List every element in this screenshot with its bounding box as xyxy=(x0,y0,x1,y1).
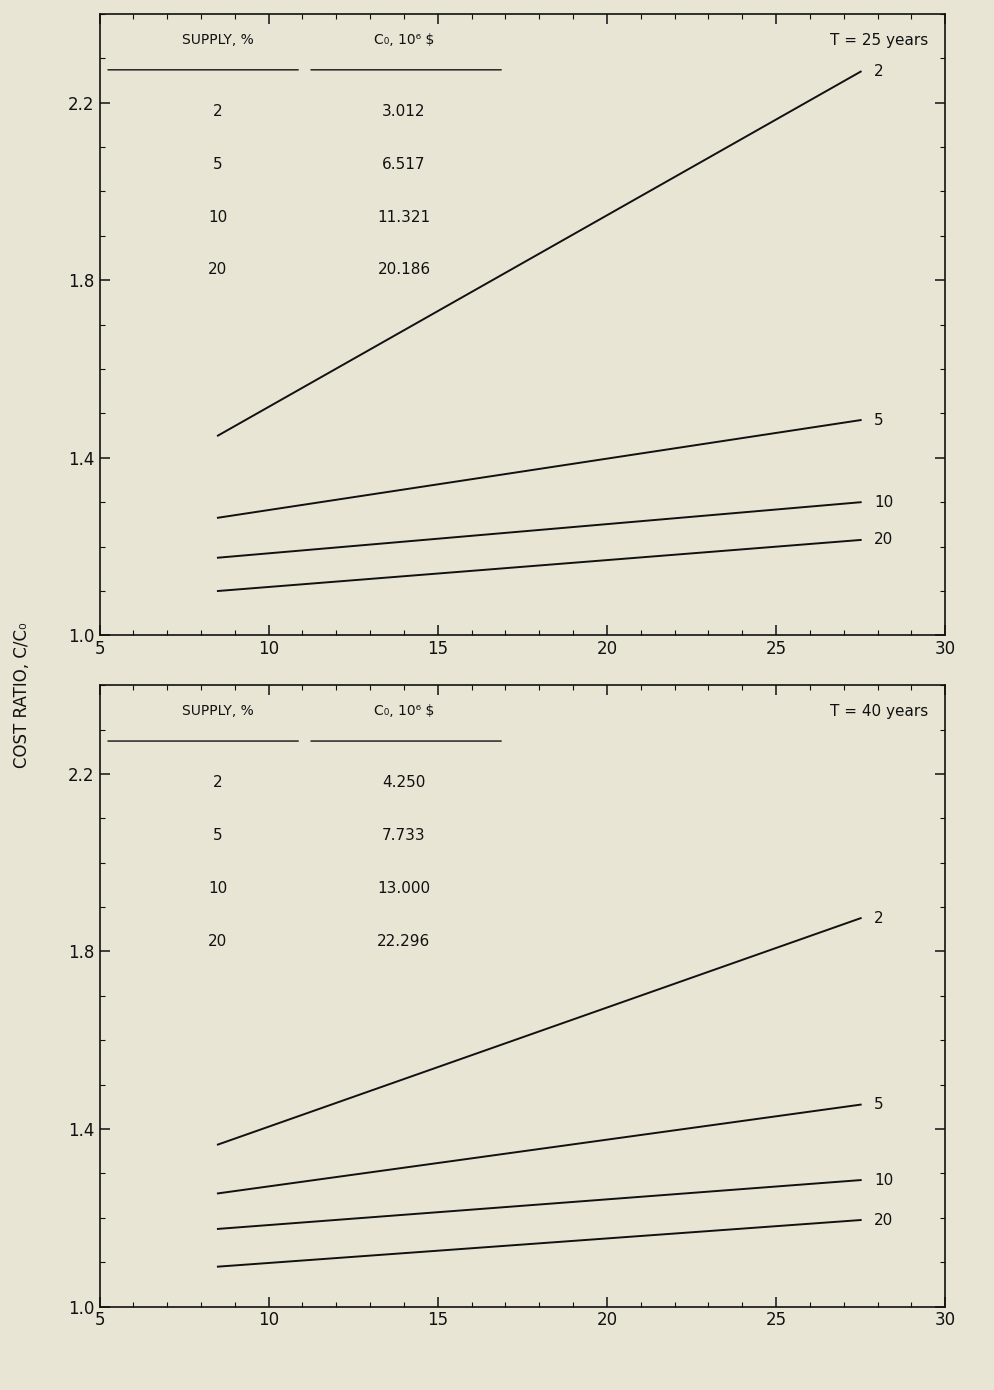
Text: 10: 10 xyxy=(874,1173,893,1187)
Text: 2: 2 xyxy=(874,910,883,926)
Text: 20: 20 xyxy=(208,263,228,278)
Text: 2: 2 xyxy=(213,104,223,120)
Text: 10: 10 xyxy=(874,495,893,510)
Text: 11.321: 11.321 xyxy=(377,210,430,225)
Text: 20: 20 xyxy=(208,934,228,949)
Text: 2: 2 xyxy=(213,776,223,791)
Text: SUPPLY, %: SUPPLY, % xyxy=(182,32,253,46)
Text: 20.186: 20.186 xyxy=(377,263,430,278)
Text: 5: 5 xyxy=(213,157,223,172)
Text: SUPPLY, %: SUPPLY, % xyxy=(182,703,253,717)
Text: C₀, 10⁶ $: C₀, 10⁶ $ xyxy=(374,703,433,717)
Text: T = 40 years: T = 40 years xyxy=(829,703,927,719)
Text: 4.250: 4.250 xyxy=(382,776,425,791)
Text: 20: 20 xyxy=(874,1212,893,1227)
Text: 6.517: 6.517 xyxy=(382,157,425,172)
Text: T = 25 years: T = 25 years xyxy=(829,32,927,47)
Text: C₀, 10⁶ $: C₀, 10⁶ $ xyxy=(374,32,433,46)
Text: 10: 10 xyxy=(208,210,228,225)
Text: COST RATIO, C/C₀: COST RATIO, C/C₀ xyxy=(13,623,31,767)
Text: 2: 2 xyxy=(874,64,883,79)
Text: 5: 5 xyxy=(213,828,223,844)
Text: 5: 5 xyxy=(874,413,883,428)
Text: 20: 20 xyxy=(874,532,893,548)
Text: 10: 10 xyxy=(208,881,228,897)
Text: 3.012: 3.012 xyxy=(382,104,425,120)
Text: 5: 5 xyxy=(874,1097,883,1112)
Text: 7.733: 7.733 xyxy=(382,828,425,844)
Text: 22.296: 22.296 xyxy=(377,934,430,949)
Text: 13.000: 13.000 xyxy=(377,881,430,897)
